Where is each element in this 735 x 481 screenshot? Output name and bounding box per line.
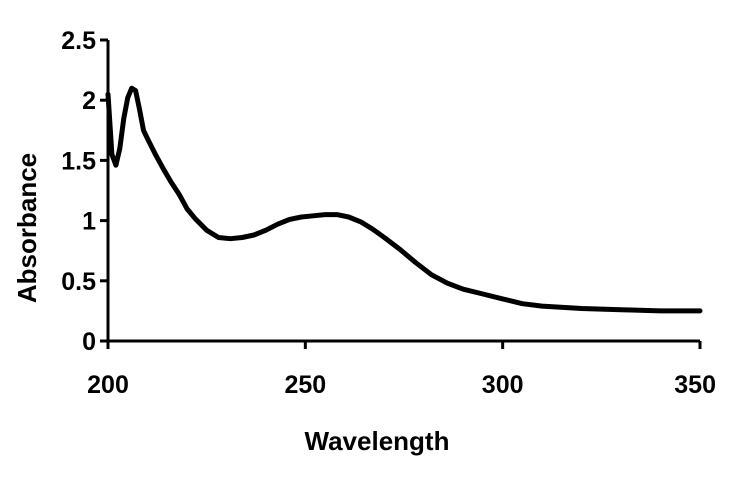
x-tick-label: 350 [674,371,716,399]
y-tick-label: 0.5 [61,268,96,296]
absorbance-series-line [105,85,703,314]
y-axis-label: Absorbance [12,153,42,303]
x-tick-label: 250 [284,371,326,399]
x-axis-label: Wavelength [305,426,450,456]
x-tick-label: 200 [87,371,129,399]
y-tick-label: 1 [82,208,96,236]
y-axis: 0 0.5 1 1.5 2 2.5 [61,27,110,356]
x-axis: 200 250 300 350 [87,339,716,399]
y-tick-label: 0 [82,328,96,356]
y-tick-label: 2 [82,87,96,115]
y-tick-label: 2.5 [61,27,96,55]
y-tick-label: 1.5 [61,147,96,175]
x-tick-label: 300 [482,371,524,399]
